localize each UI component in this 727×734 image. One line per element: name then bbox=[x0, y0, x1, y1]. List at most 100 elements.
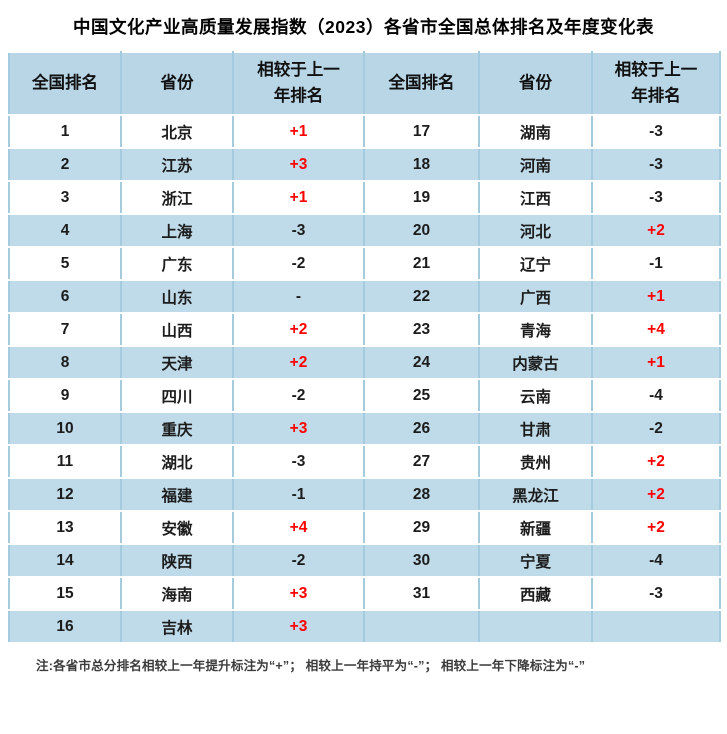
change-cell: - bbox=[232, 279, 365, 314]
rank-cell: 26 bbox=[363, 411, 480, 446]
rank-cell: 30 bbox=[363, 543, 480, 578]
change-cell: -3 bbox=[232, 213, 365, 248]
change-cell: +3 bbox=[232, 411, 365, 446]
change-cell: -3 bbox=[591, 180, 721, 215]
province-cell: 宁夏 bbox=[478, 543, 593, 578]
change-cell: +3 bbox=[232, 576, 365, 611]
rank-cell: 9 bbox=[8, 378, 122, 413]
rank-cell: 6 bbox=[8, 279, 122, 314]
header-national-rank-left: 全国排名 bbox=[8, 51, 122, 116]
rank-cell: 1 bbox=[8, 114, 122, 149]
rank-cell: 19 bbox=[363, 180, 480, 215]
province-cell: 云南 bbox=[478, 378, 593, 413]
table-row: 9 四川 -2 25 云南 -4 bbox=[8, 378, 721, 413]
rank-cell: 4 bbox=[8, 213, 122, 248]
table-row: 16 吉林 +3 bbox=[8, 609, 721, 644]
change-cell bbox=[591, 609, 721, 644]
change-cell: +2 bbox=[591, 477, 721, 512]
rank-cell: 10 bbox=[8, 411, 122, 446]
table-row: 15 海南 +3 31 西藏 -3 bbox=[8, 576, 721, 611]
province-cell: 甘肃 bbox=[478, 411, 593, 446]
province-cell: 黑龙江 bbox=[478, 477, 593, 512]
table-row: 10 重庆 +3 26 甘肃 -2 bbox=[8, 411, 721, 446]
province-cell: 新疆 bbox=[478, 510, 593, 545]
rank-cell: 29 bbox=[363, 510, 480, 545]
rank-cell: 13 bbox=[8, 510, 122, 545]
change-cell: +3 bbox=[232, 609, 365, 644]
rank-cell: 27 bbox=[363, 444, 480, 479]
province-cell: 陕西 bbox=[120, 543, 234, 578]
rank-cell: 5 bbox=[8, 246, 122, 281]
rank-cell: 2 bbox=[8, 147, 122, 182]
change-cell: -1 bbox=[232, 477, 365, 512]
table-row: 3 浙江 +1 19 江西 -3 bbox=[8, 180, 721, 215]
province-cell: 江苏 bbox=[120, 147, 234, 182]
province-cell: 吉林 bbox=[120, 609, 234, 644]
table-header-row: 全国排名 省份 相较于上一 年排名 全国排名 省份 相较于上一 年排名 bbox=[8, 51, 721, 116]
rank-cell: 31 bbox=[363, 576, 480, 611]
header-change-left: 相较于上一 年排名 bbox=[232, 51, 365, 116]
rank-cell: 12 bbox=[8, 477, 122, 512]
change-cell: +2 bbox=[591, 444, 721, 479]
change-cell: -4 bbox=[591, 543, 721, 578]
province-cell: 湖南 bbox=[478, 114, 593, 149]
change-cell: +2 bbox=[591, 510, 721, 545]
table-row: 8 天津 +2 24 内蒙古 +1 bbox=[8, 345, 721, 380]
table-row: 11 湖北 -3 27 贵州 +2 bbox=[8, 444, 721, 479]
change-cell: -3 bbox=[591, 114, 721, 149]
change-cell: -1 bbox=[591, 246, 721, 281]
province-cell: 青海 bbox=[478, 312, 593, 347]
province-cell: 重庆 bbox=[120, 411, 234, 446]
header-change-right: 相较于上一 年排名 bbox=[591, 51, 721, 116]
header-province-right: 省份 bbox=[478, 51, 593, 116]
province-cell: 安徽 bbox=[120, 510, 234, 545]
table-row: 1 北京 +1 17 湖南 -3 bbox=[8, 114, 721, 149]
table-row: 14 陕西 -2 30 宁夏 -4 bbox=[8, 543, 721, 578]
rank-cell: 3 bbox=[8, 180, 122, 215]
table-row: 2 江苏 +3 18 河南 -3 bbox=[8, 147, 721, 182]
ranking-table: 全国排名 省份 相较于上一 年排名 全国排名 省份 相较于上一 年排名 1 北京 +… bbox=[8, 51, 721, 644]
change-cell: +1 bbox=[232, 180, 365, 215]
change-cell: +2 bbox=[591, 213, 721, 248]
province-cell: 北京 bbox=[120, 114, 234, 149]
province-cell: 四川 bbox=[120, 378, 234, 413]
change-cell: +1 bbox=[232, 114, 365, 149]
table-row: 6 山东 -22 广西 +1 bbox=[8, 279, 721, 314]
table-row: 7 山西 +2 23 青海 +4 bbox=[8, 312, 721, 347]
province-cell: 辽宁 bbox=[478, 246, 593, 281]
change-cell: -2 bbox=[232, 246, 365, 281]
change-cell: +4 bbox=[591, 312, 721, 347]
rank-cell: 16 bbox=[8, 609, 122, 644]
change-cell: -2 bbox=[232, 378, 365, 413]
rank-cell: 20 bbox=[363, 213, 480, 248]
province-cell: 浙江 bbox=[120, 180, 234, 215]
province-cell: 福建 bbox=[120, 477, 234, 512]
table-row: 5 广东 -2 21 辽宁 -1 bbox=[8, 246, 721, 281]
change-cell: +4 bbox=[232, 510, 365, 545]
footnote: 注:各省市总分排名相较上一年提升标注为“+”； 相较上一年持平为“-”； 相较上… bbox=[36, 659, 586, 673]
rank-cell: 11 bbox=[8, 444, 122, 479]
province-cell: 内蒙古 bbox=[478, 345, 593, 380]
province-cell: 贵州 bbox=[478, 444, 593, 479]
province-cell: 天津 bbox=[120, 345, 234, 380]
rank-cell: 17 bbox=[363, 114, 480, 149]
province-cell: 广西 bbox=[478, 279, 593, 314]
province-cell: 西藏 bbox=[478, 576, 593, 611]
table-row: 4 上海 -3 20 河北 +2 bbox=[8, 213, 721, 248]
page-title: 中国文化产业高质量发展指数（2023）各省市全国总体排名及年度变化表 bbox=[73, 17, 654, 37]
rank-cell: 28 bbox=[363, 477, 480, 512]
rank-cell: 8 bbox=[8, 345, 122, 380]
header-province-left: 省份 bbox=[120, 51, 234, 116]
province-cell: 湖北 bbox=[120, 444, 234, 479]
change-cell: -3 bbox=[591, 576, 721, 611]
rank-cell bbox=[363, 609, 480, 644]
rank-cell: 25 bbox=[363, 378, 480, 413]
rank-cell: 15 bbox=[8, 576, 122, 611]
province-cell: 河南 bbox=[478, 147, 593, 182]
province-cell: 上海 bbox=[120, 213, 234, 248]
table-row: 12 福建 -1 28 黑龙江 +2 bbox=[8, 477, 721, 512]
header-national-rank-right: 全国排名 bbox=[363, 51, 480, 116]
change-cell: +3 bbox=[232, 147, 365, 182]
change-cell: -2 bbox=[591, 411, 721, 446]
change-cell: +2 bbox=[232, 345, 365, 380]
